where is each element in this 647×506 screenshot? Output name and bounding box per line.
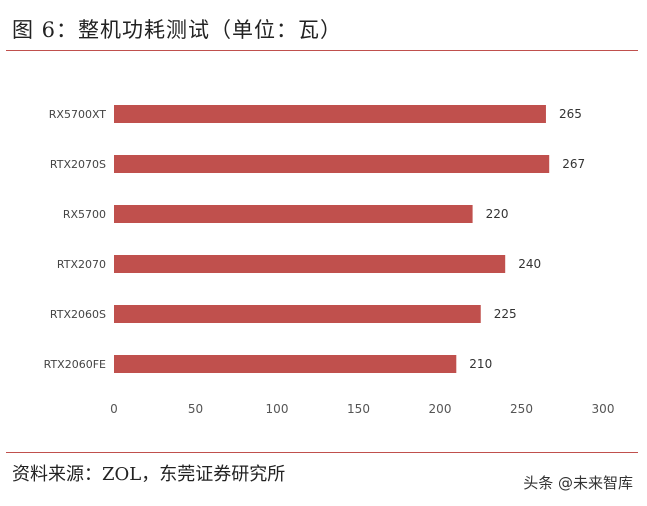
category-label: RTX2070S xyxy=(50,158,106,171)
bar-rx5700xt xyxy=(114,105,546,123)
bar-rtx2070 xyxy=(114,255,506,273)
data-label: 210 xyxy=(469,357,492,371)
x-tick-label: 300 xyxy=(592,402,615,416)
x-tick-label: 250 xyxy=(510,402,533,416)
x-tick-label: 100 xyxy=(266,402,289,416)
bar-rx5700 xyxy=(114,205,473,223)
data-label: 220 xyxy=(486,207,509,221)
bar-rtx2060fe xyxy=(114,355,457,373)
x-tick-label: 200 xyxy=(429,402,452,416)
data-label: 265 xyxy=(559,107,582,121)
category-label: RTX2070 xyxy=(57,258,106,271)
source-note: 资料来源：ZOL，东莞证券研究所 xyxy=(12,464,286,485)
bar-rtx2070s xyxy=(114,155,550,173)
category-label: RTX2060FE xyxy=(44,358,106,371)
source-divider xyxy=(6,452,638,453)
category-label: RTX2060S xyxy=(50,308,106,321)
data-label: 240 xyxy=(518,257,541,271)
power-consumption-bar-chart: RX5700XT RTX2070S RX5700 RTX2070 RTX2060S RTX… xyxy=(44,105,615,416)
data-label: 267 xyxy=(562,157,585,171)
x-tick-label: 50 xyxy=(188,402,203,416)
data-label: 225 xyxy=(494,307,517,321)
category-label: RX5700 xyxy=(63,208,106,221)
figure-title: 图 6：整机功耗测试（单位：瓦） xyxy=(12,18,343,42)
x-tick-label: 0 xyxy=(110,402,118,416)
bar-rtx2060s xyxy=(114,305,481,323)
watermark: 头条 @未来智库 xyxy=(523,474,633,492)
x-tick-label: 150 xyxy=(347,402,370,416)
title-divider xyxy=(6,50,638,51)
category-label: RX5700XT xyxy=(49,108,107,121)
